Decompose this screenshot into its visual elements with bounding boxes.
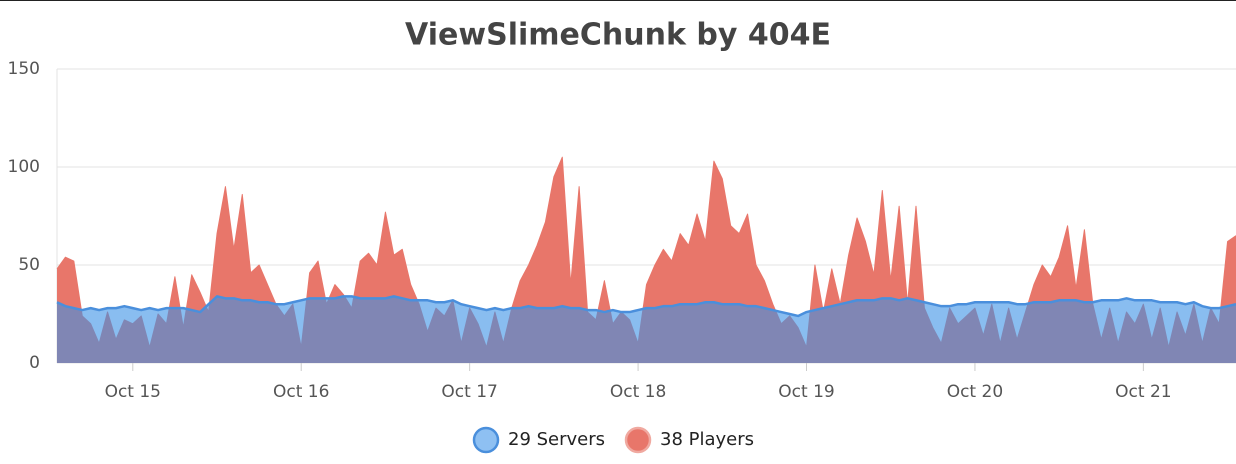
legend-label[interactable]: 29 Servers: [508, 429, 605, 450]
y-tick-label: 50: [18, 255, 40, 275]
y-tick-label: 100: [8, 157, 40, 177]
legend-marker: [624, 426, 652, 454]
x-tick-label: Oct 21: [1115, 382, 1171, 402]
chart-title: ViewSlimeChunk by 404E: [405, 18, 831, 53]
x-tick-label: Oct 18: [610, 382, 666, 402]
y-tick-label: 150: [8, 59, 40, 79]
legend-label[interactable]: 38 Players: [660, 429, 754, 450]
legend-marker: [472, 426, 500, 454]
x-tick-label: Oct 15: [105, 382, 161, 402]
x-tick-label: Oct 19: [778, 382, 834, 402]
area-line: [56, 295, 1236, 318]
area-line: [56, 156, 1236, 348]
x-tick-label: Oct 16: [273, 382, 329, 402]
x-tick-label: Oct 20: [947, 382, 1003, 402]
x-tick-label: Oct 17: [441, 382, 497, 402]
area-fill: [57, 296, 1236, 363]
y-tick-label: 0: [29, 353, 40, 373]
